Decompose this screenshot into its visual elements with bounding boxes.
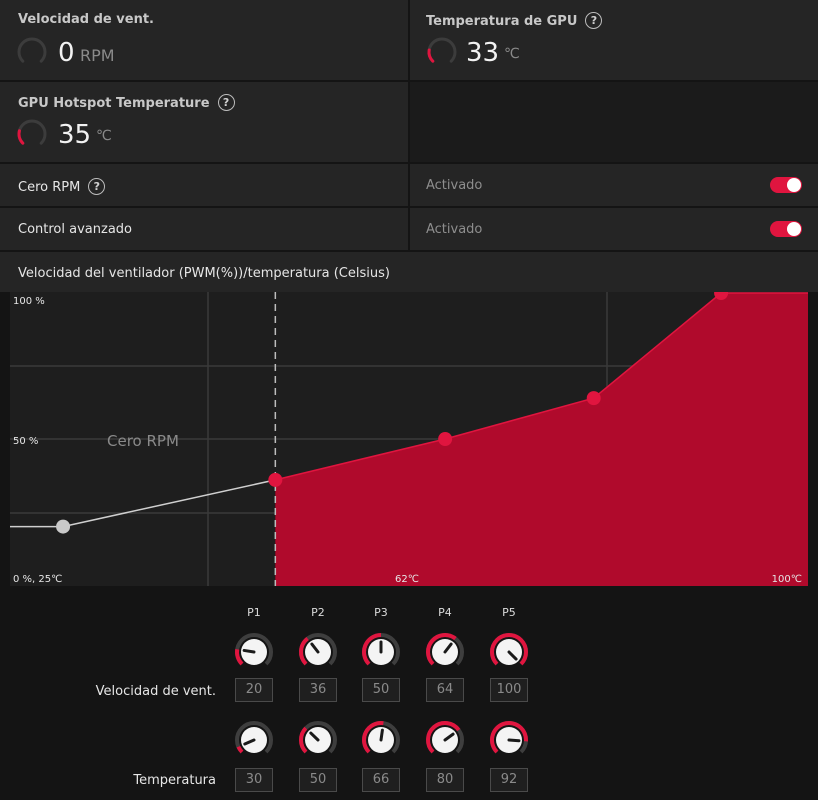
fan-value-p4[interactable]: 64 <box>426 678 464 702</box>
advanced-control-label: Control avanzado <box>18 222 132 237</box>
gpu-temp-panel: Temperatura de GPU? 33 ℃ <box>410 0 818 80</box>
fan-knob-p5[interactable] <box>489 632 529 672</box>
fan-row-label: Velocidad de vent. <box>95 684 216 699</box>
empty-panel <box>410 82 818 162</box>
zero-rpm-status-cell: Activado <box>410 164 818 206</box>
temp-value-p4[interactable]: 80 <box>426 768 464 792</box>
temp-knob-p3[interactable] <box>361 720 401 760</box>
point-label-p4: P4 <box>438 606 452 619</box>
zero-rpm-status: Activado <box>426 178 483 193</box>
chart-header: Velocidad del ventilador (PWM(%))/temper… <box>0 252 818 292</box>
fan-curve-chart[interactable]: Cero RPM 100 % 50 % 0 %, 25℃ 62℃ 100℃ <box>10 292 808 586</box>
fan-speed-gauge-icon <box>17 37 47 63</box>
point-label-p2: P2 <box>311 606 325 619</box>
hotspot-temp-gauge-icon <box>17 119 47 145</box>
point-label-p3: P3 <box>374 606 388 619</box>
gpu-temp-value: 33 <box>466 38 500 68</box>
temp-knob-p5[interactable] <box>489 720 529 760</box>
fan-value-p2[interactable]: 36 <box>299 678 337 702</box>
temp-row-label: Temperatura <box>133 773 216 788</box>
help-icon[interactable]: ? <box>585 12 603 29</box>
gpu-temp-title: Temperatura de GPU? <box>426 12 603 29</box>
curve-point-p1[interactable] <box>56 519 71 534</box>
origin-tick: 0 %, 25℃ <box>13 574 62 585</box>
fan-knob-p2[interactable] <box>298 632 338 672</box>
help-icon[interactable]: ? <box>217 94 235 111</box>
advanced-control-row: Control avanzado <box>0 208 408 250</box>
fan-curve-area <box>275 293 808 586</box>
advanced-control-toggle[interactable] <box>770 221 802 237</box>
gpu-temp-gauge-icon <box>427 37 457 63</box>
fan-knob-p4[interactable] <box>425 632 465 672</box>
x-tick-right: 100℃ <box>772 574 802 585</box>
advanced-control-status: Activado <box>426 222 483 237</box>
hotspot-temp-panel: GPU Hotspot Temperature? 35 ℃ <box>0 82 408 162</box>
point-label-p1: P1 <box>247 606 261 619</box>
advanced-control-status-cell: Activado <box>410 208 818 250</box>
fan-speed-panel: Velocidad de vent. 0 RPM <box>0 0 408 80</box>
temp-value-p2[interactable]: 50 <box>299 768 337 792</box>
knob-controls: Velocidad de vent. Temperatura P1 20 30 P2 3… <box>0 600 818 800</box>
temp-knob-p2[interactable] <box>298 720 338 760</box>
fan-value-p5[interactable]: 100 <box>490 678 528 702</box>
x-tick-mid: 62℃ <box>395 574 419 585</box>
hotspot-temp-unit: ℃ <box>96 128 112 144</box>
y-tick-top: 100 % <box>13 296 45 307</box>
gpu-temp-unit: ℃ <box>504 46 520 62</box>
fan-knob-p3[interactable] <box>361 632 401 672</box>
fan-knob-p1[interactable] <box>234 632 274 672</box>
curve-point-p3[interactable] <box>438 432 453 446</box>
curve-point-p5[interactable] <box>714 292 729 300</box>
fan-speed-value: 0 <box>58 38 75 68</box>
y-tick-mid: 50 % <box>13 436 38 447</box>
hotspot-temp-value: 35 <box>58 120 92 150</box>
fan-speed-title: Velocidad de vent. <box>18 12 154 27</box>
temp-knob-p4[interactable] <box>425 720 465 760</box>
temp-value-p3[interactable]: 66 <box>362 768 400 792</box>
fan-value-p3[interactable]: 50 <box>362 678 400 702</box>
fan-speed-unit: RPM <box>80 46 115 65</box>
temp-value-p1[interactable]: 30 <box>235 768 273 792</box>
zero-rpm-row: Cero RPM? <box>0 164 408 206</box>
temp-value-p5[interactable]: 92 <box>490 768 528 792</box>
point-label-p5: P5 <box>502 606 516 619</box>
help-icon[interactable]: ? <box>88 178 106 195</box>
zero-rpm-label: Cero RPM? <box>18 178 106 195</box>
curve-point-p2[interactable] <box>268 472 283 487</box>
temp-knob-p1[interactable] <box>234 720 274 760</box>
curve-point-p4[interactable] <box>586 391 601 406</box>
hotspot-temp-title: GPU Hotspot Temperature? <box>18 94 235 111</box>
zero-rpm-toggle[interactable] <box>770 177 802 193</box>
fan-value-p1[interactable]: 20 <box>235 678 273 702</box>
zero-rpm-chart-label: Cero RPM <box>107 432 179 450</box>
chart-title: Velocidad del ventilador (PWM(%))/temper… <box>18 266 390 281</box>
